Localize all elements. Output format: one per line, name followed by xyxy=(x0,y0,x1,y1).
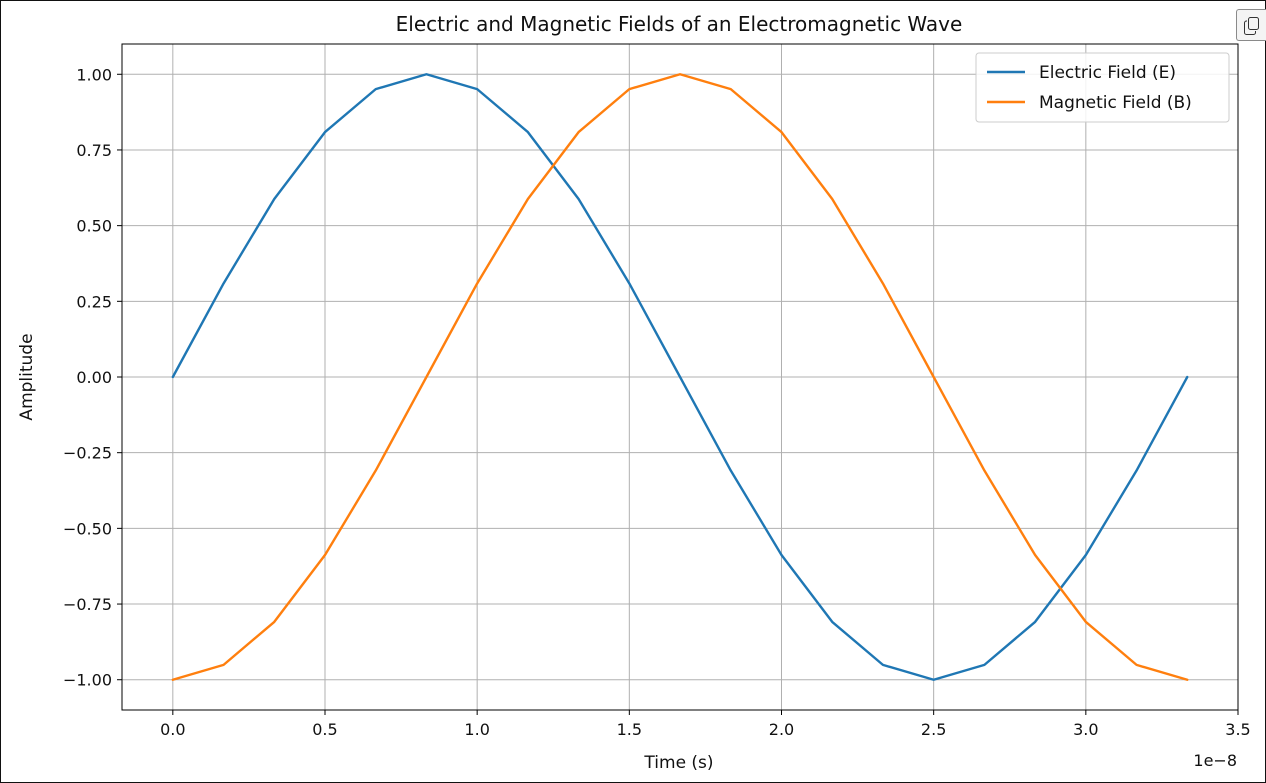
y-tick-label: 1.00 xyxy=(76,65,112,84)
y-tick-label: 0.00 xyxy=(76,368,112,387)
x-tick-label: 3.5 xyxy=(1225,720,1250,739)
y-tick-label: 0.75 xyxy=(76,141,112,160)
electric-field-line xyxy=(171,73,1189,681)
x-tick-label: 2.0 xyxy=(769,720,794,739)
legend: Electric Field (E) Magnetic Field (B) xyxy=(975,52,1230,123)
x-tick-label: 3.0 xyxy=(1073,720,1098,739)
magnetic-field-line xyxy=(171,73,1189,681)
y-tick-label: 0.25 xyxy=(76,292,112,311)
copy-icon xyxy=(1244,17,1259,35)
plot-lines xyxy=(171,73,1189,681)
legend-box xyxy=(975,52,1230,123)
chart-title: Electric and Magnetic Fields of an Elect… xyxy=(396,12,963,36)
x-tick-label: 1.0 xyxy=(464,720,489,739)
y-axis-label: Amplitude xyxy=(17,333,37,420)
legend-label-electric: Electric Field (E) xyxy=(1039,63,1176,83)
y-tick-label: −1.00 xyxy=(63,671,112,690)
copy-button[interactable] xyxy=(1236,9,1266,41)
y-tick-label: −0.50 xyxy=(63,519,112,538)
x-tick-label: 0.0 xyxy=(160,720,185,739)
legend-label-magnetic: Magnetic Field (B) xyxy=(1039,93,1192,113)
x-axis-label: Time (s) xyxy=(643,753,713,773)
y-tick-label: −0.75 xyxy=(63,595,112,614)
y-tick-label: −0.25 xyxy=(63,444,112,463)
x-tick-label: 2.5 xyxy=(921,720,946,739)
x-tick-label: 1.5 xyxy=(617,720,642,739)
x-tick-label: 0.5 xyxy=(312,720,337,739)
y-tick-label: 0.50 xyxy=(76,217,112,236)
axis-ticks: 0.0 0.5 1.0 1.5 2.0 2.5 3.0 3.5 −1.00 −0.75 −0.50 −… xyxy=(63,65,1251,739)
x-axis-offset-label: 1e−8 xyxy=(1193,751,1237,770)
